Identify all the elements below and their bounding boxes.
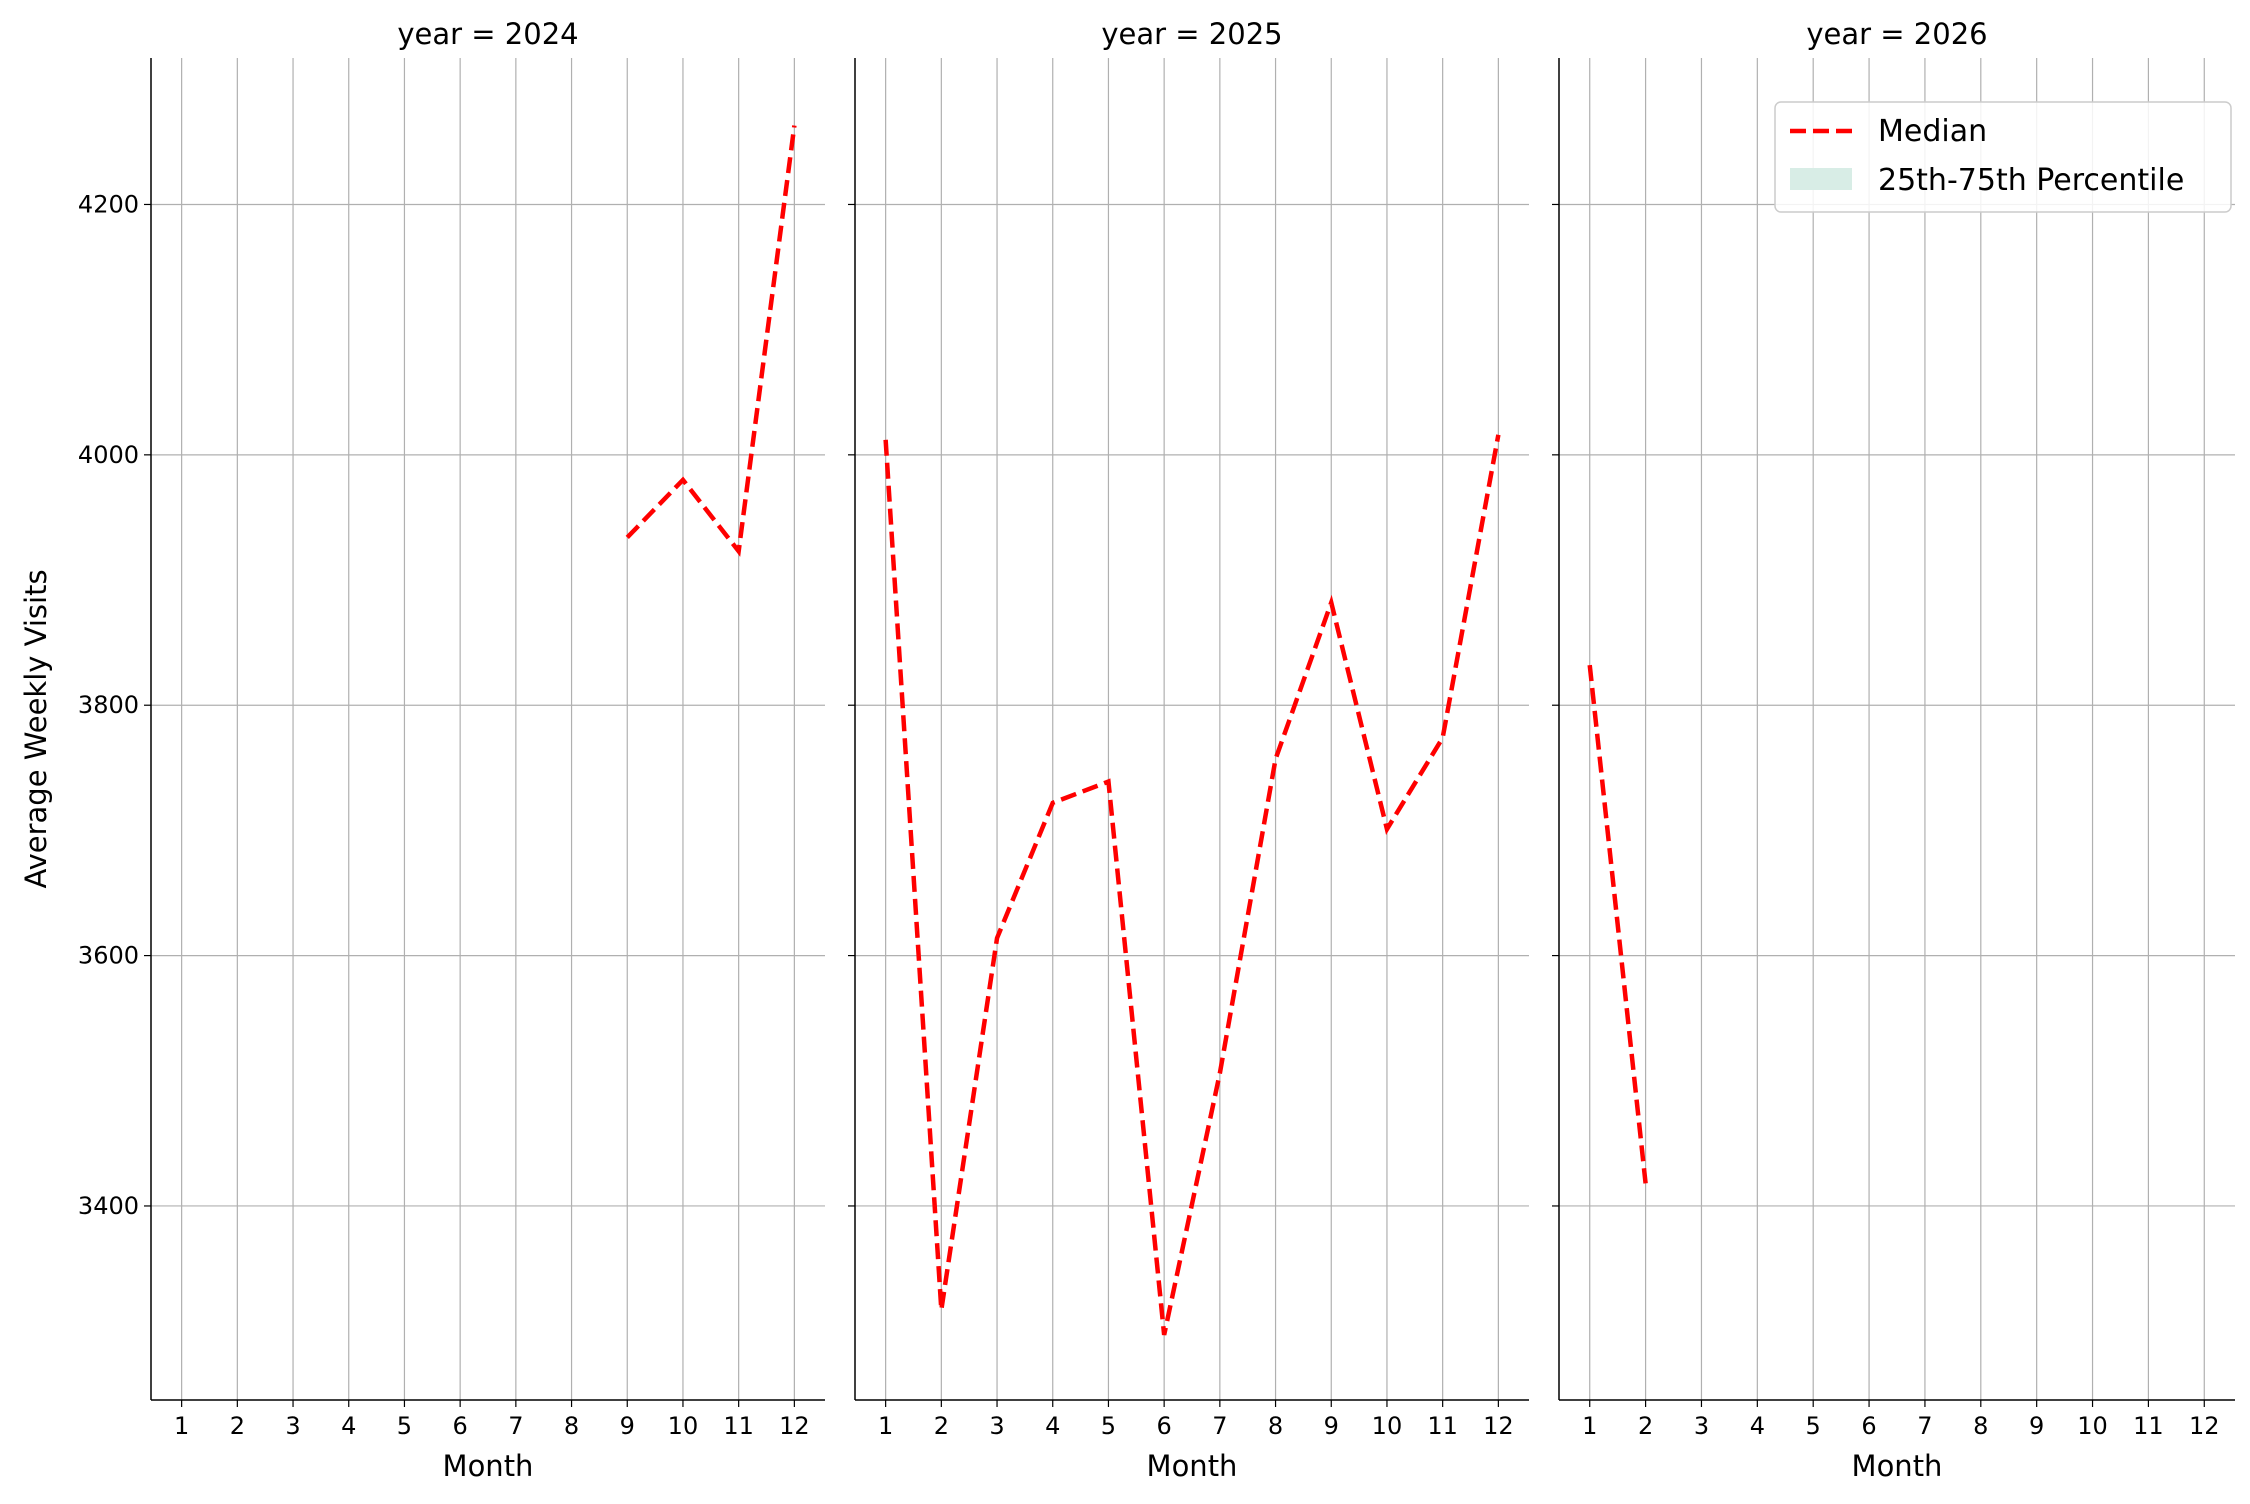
median-line [625,125,797,557]
x-tick-label: 3 [989,1412,1004,1440]
x-tick-label: 12 [779,1412,810,1440]
y-tick-label: 3400 [78,1192,139,1220]
panel-title: year = 2026 [1806,17,1987,51]
x-tick-label: 9 [620,1412,635,1440]
x-tick-label: 10 [2077,1412,2108,1440]
x-tick-label: 5 [397,1412,412,1440]
x-axis-label: Month [1147,1449,1238,1483]
legend-box [1774,101,2232,213]
x-tick-label: 4 [1750,1412,1765,1440]
legend: Median 25th-75th Percentile [1774,101,2232,213]
x-tick-label: 11 [1427,1412,1458,1440]
x-tick-label: 12 [1483,1412,1514,1440]
legend-percentile-label: 25th-75th Percentile [1878,163,2184,198]
x-tick-label: 10 [668,1412,699,1440]
x-tick-label: 2 [934,1412,949,1440]
y-tick-label: 4000 [78,441,139,469]
legend-median-label: Median [1878,114,1987,149]
x-tick-label: 3 [1694,1412,1709,1440]
y-tick-label: 4200 [78,190,139,218]
x-tick-label: 8 [1268,1412,1283,1440]
x-tick-label: 2 [1638,1412,1653,1440]
x-tick-label: 7 [508,1412,523,1440]
legend-percentile-swatch [1790,168,1852,190]
x-tick-label: 1 [174,1412,189,1440]
x-tick-label: 8 [564,1412,579,1440]
x-tick-label: 6 [453,1412,468,1440]
x-tick-label: 12 [2189,1412,2220,1440]
x-axis-label: Month [1852,1449,1943,1483]
x-tick-label: 3 [285,1412,300,1440]
x-tick-label: 11 [2133,1412,2164,1440]
x-tick-label: 5 [1806,1412,1821,1440]
panel-0: 1 2 3 4 5 6 7 8 9 10 11 1234003600380040004200year … [78,17,825,1483]
panel-title: year = 2025 [1101,17,1282,51]
panel-title: year = 2024 [397,17,578,51]
median-line [1587,664,1648,1184]
x-tick-label: 7 [1917,1412,1932,1440]
x-tick-label: 10 [1372,1412,1403,1440]
x-tick-label: 1 [878,1412,893,1440]
median-line [883,434,1501,1336]
y-tick-label: 3600 [78,942,139,970]
x-tick-label: 8 [1973,1412,1988,1440]
x-tick-label: 6 [1157,1412,1172,1440]
x-tick-label: 1 [1582,1412,1597,1440]
x-tick-label: 6 [1861,1412,1876,1440]
x-tick-label: 7 [1212,1412,1227,1440]
x-axis-label: Month [443,1449,534,1483]
x-tick-label: 4 [341,1412,356,1440]
x-tick-label: 9 [1324,1412,1339,1440]
y-tick-label: 3800 [78,691,139,719]
x-tick-label: 4 [1045,1412,1060,1440]
x-tick-label: 9 [2029,1412,2044,1440]
x-tick-label: 11 [723,1412,754,1440]
x-tick-label: 5 [1101,1412,1116,1440]
x-tick-label: 2 [230,1412,245,1440]
y-axis-label: Average Weekly Visits [19,569,53,888]
